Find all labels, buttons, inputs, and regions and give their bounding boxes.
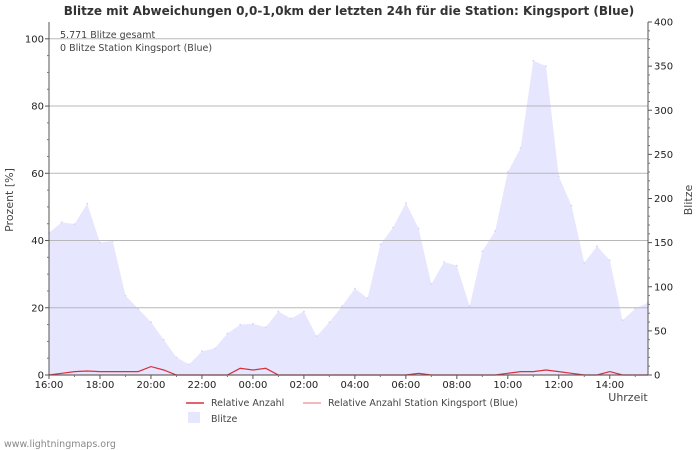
blitze-point: [481, 250, 484, 253]
blitze-point: [443, 261, 445, 263]
y-axis-left-label: Prozent [%]: [3, 168, 16, 232]
blitze-point: [162, 338, 165, 341]
blitze-point: [417, 227, 420, 230]
blitze-point: [86, 202, 89, 205]
footer-url: www.lightningmaps.org: [4, 439, 116, 450]
x-tick-label: 22:00: [188, 380, 217, 391]
y-tick-label-right: 300: [654, 106, 673, 117]
y-tick-label-left: 100: [25, 34, 44, 45]
blitze-point: [303, 310, 305, 313]
info-total: 5.771 Blitze gesamt: [60, 30, 155, 41]
blitze-point: [519, 147, 522, 150]
x-axis-label: Uhrzeit: [608, 391, 648, 404]
blitze-point: [621, 319, 624, 322]
blitze-point: [366, 297, 369, 300]
blitze-point: [315, 335, 318, 338]
blitze-point: [252, 322, 254, 325]
legend-label-blitze: Blitze: [211, 414, 238, 425]
x-tick-label: 10:00: [493, 380, 522, 391]
y-tick-label-left: 60: [31, 169, 44, 180]
blitze-point: [455, 264, 458, 267]
series-area-blitze: [49, 60, 648, 376]
x-tick-label: 00:00: [239, 380, 268, 391]
blitze-point: [405, 202, 407, 204]
blitze-point: [532, 59, 535, 62]
y-tick-label-right: 350: [654, 62, 673, 73]
blitze-point: [328, 321, 331, 323]
x-tick-label: 04:00: [340, 380, 369, 391]
legend-label-station: Relative Anzahl Station Kingsport (Blue): [328, 398, 518, 409]
legend-label-relative: Relative Anzahl: [211, 398, 284, 409]
blitze-point: [226, 332, 229, 335]
blitze-point: [99, 241, 101, 244]
y-tick-label-left: 20: [31, 303, 44, 314]
y-tick-label-right: 150: [654, 238, 673, 249]
y-tick-label-right: 100: [654, 282, 673, 293]
y-tick-label-left: 80: [31, 102, 44, 113]
chart-title: Blitze mit Abweichungen 0,0-1,0km der le…: [64, 4, 635, 18]
x-tick-label: 08:00: [442, 380, 471, 391]
blitze-point: [137, 307, 140, 310]
blitze-point: [175, 356, 178, 359]
x-tick-label: 14:00: [595, 380, 624, 391]
blitze-point: [213, 347, 216, 350]
x-tick-label: 06:00: [391, 380, 420, 391]
y-tick-label-left: 40: [31, 236, 44, 247]
blitze-point: [124, 294, 127, 297]
y-tick-label-right: 400: [654, 18, 673, 29]
x-tick-label: 20:00: [137, 380, 166, 391]
axis-layer: 0 20 40 60 80 100 0 50 100 150 200 250 300 350 400 16:0…: [25, 18, 673, 392]
y-tick-label-right: 0: [654, 371, 660, 382]
blitze-point: [430, 283, 433, 285]
x-tick-label: 16:00: [35, 380, 64, 391]
legend-swatch-blitze: [188, 412, 200, 423]
y-tick-label-right: 250: [654, 150, 673, 161]
blitze-point: [264, 326, 267, 329]
blitze-point: [557, 175, 560, 178]
x-tick-label: 18:00: [86, 380, 115, 391]
x-tick-label: 02:00: [289, 380, 318, 391]
blitze-point: [239, 323, 242, 326]
blitze-point: [290, 317, 292, 320]
blitze-point: [73, 223, 76, 226]
blitze-point: [60, 221, 63, 224]
blitze-point: [341, 305, 343, 308]
info-station: 0 Blitze Station Kingsport (Blue): [60, 43, 212, 54]
y-axis-right-label: Blitze: [682, 185, 695, 216]
blitze-point: [354, 287, 356, 290]
y-tick-label-left: 0: [38, 371, 44, 382]
y-tick-label-right: 50: [654, 326, 667, 337]
blitze-point: [494, 230, 496, 233]
blitze-point: [188, 363, 191, 366]
y-tick-label-right: 200: [654, 194, 673, 205]
blitze-point: [608, 259, 611, 262]
x-tick-label: 12:00: [544, 380, 573, 391]
blitze-point: [468, 305, 471, 308]
blitze-point: [201, 350, 203, 353]
blitze-point: [277, 310, 280, 313]
blitze-point: [506, 171, 509, 173]
legend: Relative Anzahl Relative Anzahl Station …: [186, 398, 518, 425]
blitze-point: [583, 262, 586, 264]
blitze-point: [392, 226, 394, 229]
blitze-point: [379, 243, 382, 246]
blitze-point: [150, 321, 152, 323]
blitze-point: [634, 307, 637, 310]
blitze-point: [570, 204, 573, 207]
blitze-point: [545, 65, 547, 67]
blitze-point: [596, 245, 598, 248]
